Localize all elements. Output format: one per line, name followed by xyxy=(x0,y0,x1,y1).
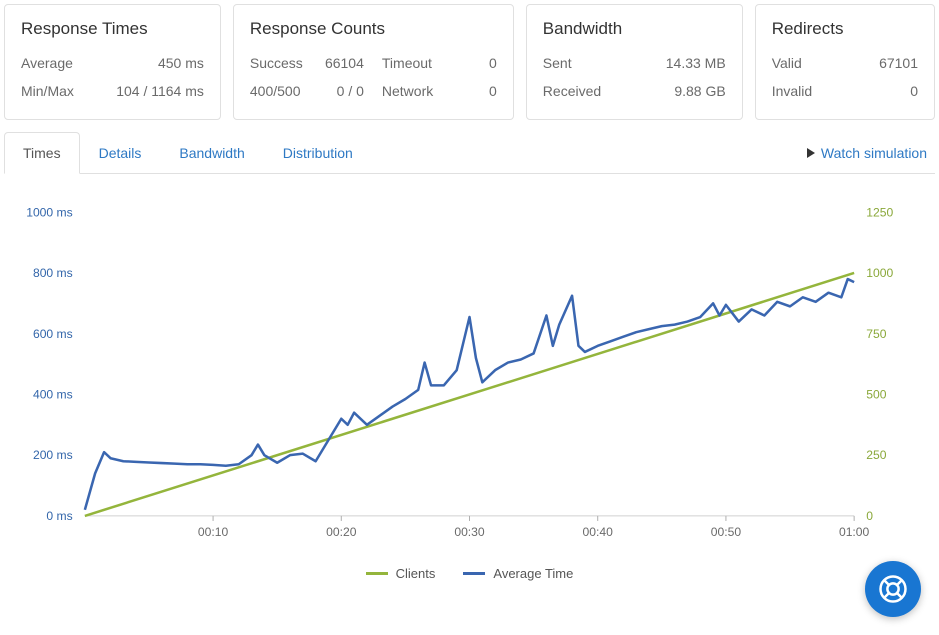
tab-times[interactable]: Times xyxy=(4,132,80,174)
card-response-counts: Response Counts Success 66104 Timeout 0 … xyxy=(233,4,514,120)
svg-text:1000: 1000 xyxy=(866,266,893,280)
card-row: Min/Max 104 / 1164 ms xyxy=(21,77,204,105)
card-row: Received 9.88 GB xyxy=(543,77,726,105)
help-fab[interactable] xyxy=(865,561,921,617)
svg-text:00:10: 00:10 xyxy=(198,525,229,539)
card-row: Invalid 0 xyxy=(772,77,918,105)
summary-cards: Response Times Average 450 ms Min/Max 10… xyxy=(4,4,935,120)
svg-text:01:00: 01:00 xyxy=(839,525,870,539)
stat-label: Average xyxy=(21,49,73,77)
tab-details[interactable]: Details xyxy=(80,132,161,173)
svg-text:00:20: 00:20 xyxy=(326,525,357,539)
tab-bandwidth[interactable]: Bandwidth xyxy=(160,132,263,173)
svg-text:250: 250 xyxy=(866,448,886,462)
stat-value: 0 xyxy=(489,77,497,105)
svg-text:00:50: 00:50 xyxy=(711,525,742,539)
stat-value: 104 / 1164 ms xyxy=(116,77,204,105)
watch-label: Watch simulation xyxy=(821,145,927,161)
play-icon xyxy=(807,148,815,158)
card-redirects: Redirects Valid 67101 Invalid 0 xyxy=(755,4,935,120)
stat-label: Invalid xyxy=(772,77,812,105)
stat-value: 14.33 MB xyxy=(666,49,726,77)
svg-text:750: 750 xyxy=(866,327,886,341)
card-bandwidth: Bandwidth Sent 14.33 MB Received 9.88 GB xyxy=(526,4,743,120)
chart-legend: Clients Average Time xyxy=(14,566,925,581)
stat-label: Received xyxy=(543,77,601,105)
tab-distribution[interactable]: Distribution xyxy=(264,132,372,173)
stat-label: Sent xyxy=(543,49,572,77)
svg-text:1000 ms: 1000 ms xyxy=(26,205,73,219)
lifebuoy-icon xyxy=(878,574,908,604)
chart-container: 0 ms 200 ms 400 ms 600 ms 800 ms 1000 ms 0 250 5… xyxy=(4,174,935,581)
stat-value: 0 / 0 xyxy=(312,77,364,105)
stat-value: 67101 xyxy=(879,49,918,77)
card-row: Valid 67101 xyxy=(772,49,918,77)
watch-simulation-link[interactable]: Watch simulation xyxy=(807,145,935,161)
svg-text:1250: 1250 xyxy=(866,205,893,219)
stat-label: Success xyxy=(250,49,312,77)
svg-text:00:30: 00:30 xyxy=(454,525,485,539)
legend-item-average-time[interactable]: Average Time xyxy=(463,566,573,581)
legend-item-clients[interactable]: Clients xyxy=(366,566,436,581)
tabbar: Times Details Bandwidth Distribution Wat… xyxy=(4,132,935,174)
stat-label: 400/500 xyxy=(250,77,312,105)
card-title: Response Times xyxy=(21,19,204,39)
stat-label: Network xyxy=(382,77,444,105)
svg-text:500: 500 xyxy=(866,387,886,401)
card-response-times: Response Times Average 450 ms Min/Max 10… xyxy=(4,4,221,120)
stat-value: 450 ms xyxy=(158,49,204,77)
stat-label: Timeout xyxy=(382,49,444,77)
card-row: Sent 14.33 MB xyxy=(543,49,726,77)
card-row: Average 450 ms xyxy=(21,49,204,77)
svg-text:400 ms: 400 ms xyxy=(33,387,73,401)
stat-value: 9.88 GB xyxy=(674,77,725,105)
stat-value: 0 xyxy=(489,49,497,77)
stat-value: 0 xyxy=(910,77,918,105)
legend-swatch-icon xyxy=(366,572,388,575)
card-title: Bandwidth xyxy=(543,19,726,39)
stat-label: Min/Max xyxy=(21,77,74,105)
legend-label: Average Time xyxy=(493,566,573,581)
legend-swatch-icon xyxy=(463,572,485,575)
svg-text:0 ms: 0 ms xyxy=(46,509,72,523)
svg-text:0: 0 xyxy=(866,509,873,523)
svg-text:800 ms: 800 ms xyxy=(33,266,73,280)
svg-text:00:40: 00:40 xyxy=(583,525,614,539)
card-title: Redirects xyxy=(772,19,918,39)
card-title: Response Counts xyxy=(250,19,497,39)
stat-label: Valid xyxy=(772,49,802,77)
card-row: 400/500 0 / 0 Network 0 xyxy=(250,77,497,105)
stat-value: 66104 xyxy=(312,49,364,77)
legend-label: Clients xyxy=(396,566,436,581)
times-chart: 0 ms 200 ms 400 ms 600 ms 800 ms 1000 ms 0 250 5… xyxy=(14,192,925,556)
svg-text:200 ms: 200 ms xyxy=(33,448,73,462)
svg-text:600 ms: 600 ms xyxy=(33,327,73,341)
card-row: Success 66104 Timeout 0 xyxy=(250,49,497,77)
